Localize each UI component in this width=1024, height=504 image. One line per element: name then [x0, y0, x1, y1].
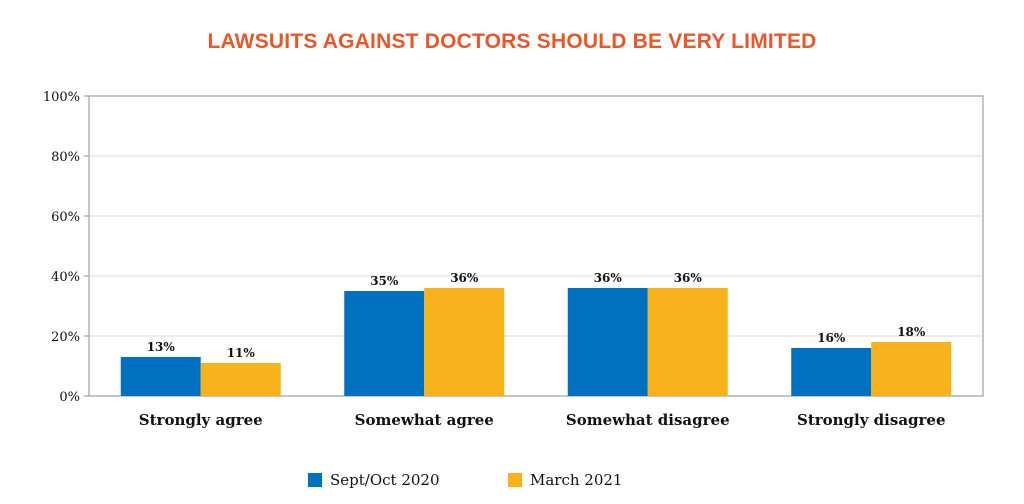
data-label-march-2021-somewhat-disagree: 36% — [674, 271, 703, 285]
data-label-sept-oct-2020-strongly-disagree: 16% — [817, 331, 846, 345]
bar-sept-oct-2020-somewhat-agree — [344, 291, 425, 396]
category-label-strongly-disagree: Strongly disagree — [797, 411, 946, 429]
legend-label-sept-oct-2020: Sept/Oct 2020 — [330, 471, 440, 489]
bar-march-2021-somewhat-disagree — [647, 288, 728, 396]
bar-sept-oct-2020-somewhat-disagree — [567, 288, 648, 396]
data-label-march-2021-somewhat-agree: 36% — [450, 271, 479, 285]
y-tick-label: 40% — [51, 270, 80, 285]
legend-item-march-2021: March 2021 — [508, 471, 622, 489]
data-label-sept-oct-2020-somewhat-agree: 35% — [370, 274, 399, 288]
chart-title: LAWSUITS AGAINST DOCTORS SHOULD BE VERY … — [207, 30, 817, 53]
y-tick-label: 60% — [51, 210, 80, 225]
legend: Sept/Oct 2020 March 2021 — [0, 471, 1024, 495]
bar-sept-oct-2020-strongly-agree — [120, 357, 201, 396]
y-tick-label: 20% — [51, 330, 80, 345]
data-label-march-2021-strongly-disagree: 18% — [897, 325, 926, 339]
category-label-somewhat-agree: Somewhat agree — [355, 411, 494, 429]
y-tick-label: 80% — [51, 150, 80, 165]
legend-item-sept-oct-2020: Sept/Oct 2020 — [308, 471, 440, 489]
bar-march-2021-strongly-agree — [200, 363, 281, 396]
bar-march-2021-somewhat-agree — [424, 288, 505, 396]
bar-sept-oct-2020-strongly-disagree — [791, 348, 872, 396]
category-label-strongly-agree: Strongly agree — [139, 411, 263, 429]
data-label-march-2021-strongly-agree: 11% — [227, 346, 256, 360]
y-tick-label: 100% — [43, 90, 80, 105]
legend-swatch-sept-oct-2020 — [308, 473, 322, 487]
data-label-sept-oct-2020-somewhat-disagree: 36% — [594, 271, 623, 285]
legend-swatch-march-2021 — [508, 473, 522, 487]
legend-label-march-2021: March 2021 — [530, 471, 623, 489]
bar-chart: 0% 20% 40% 60% 80% 100% 13% 11% 35% 36% 36% 36% 16%… — [43, 90, 984, 429]
plot-area — [88, 95, 984, 397]
y-tick-label: 0% — [59, 390, 80, 405]
category-label-somewhat-disagree: Somewhat disagree — [566, 411, 730, 429]
bar-march-2021-strongly-disagree — [871, 342, 952, 396]
data-label-sept-oct-2020-strongly-agree: 13% — [147, 340, 176, 354]
